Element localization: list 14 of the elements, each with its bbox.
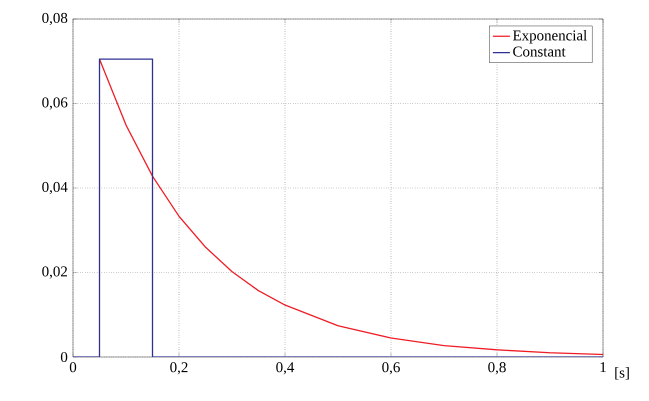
y-tick-label: 0 <box>60 352 68 362</box>
x-axis-title: [s] <box>615 367 629 380</box>
x-tick-label: 1 <box>600 362 606 372</box>
legend-label: Constant <box>513 46 566 57</box>
y-tick-label: 0,04 <box>42 182 68 194</box>
x-tick-label: 0,8 <box>488 362 506 374</box>
x-tick-label: 0,6 <box>382 362 400 374</box>
x-tick-label: 0,4 <box>276 362 294 374</box>
y-tick-label: 0,08 <box>42 12 68 26</box>
x-tick-label: 0 <box>70 362 76 372</box>
x-tick-label: 0,2 <box>170 362 188 374</box>
y-tick-label: 0,06 <box>42 97 68 110</box>
y-tick-label: 0,02 <box>42 266 67 279</box>
legend-label: Exponencial <box>512 30 587 44</box>
